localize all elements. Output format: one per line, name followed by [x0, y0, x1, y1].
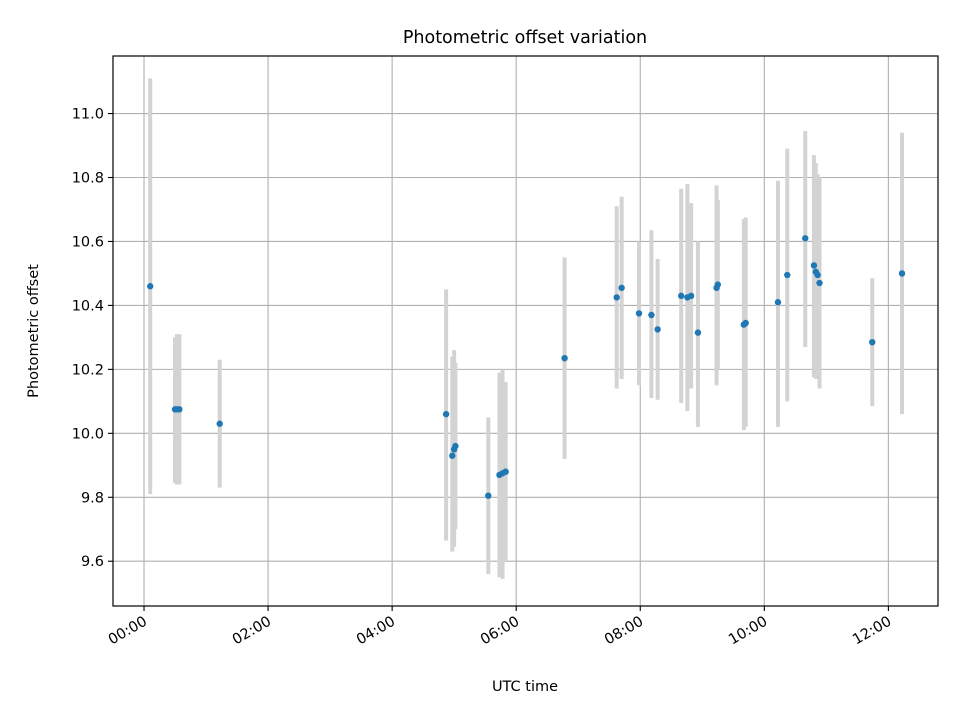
data-point — [802, 235, 809, 242]
data-point — [714, 281, 721, 288]
data-point — [635, 310, 643, 317]
data-point — [677, 292, 685, 300]
data-point — [774, 299, 782, 306]
y-tick-label: 10.0 — [72, 426, 104, 442]
data-point — [176, 406, 183, 413]
data-point — [147, 283, 154, 290]
data-point — [654, 326, 661, 333]
y-tick-label: 11.0 — [72, 107, 104, 123]
y-axis: 9.6 9.8 10.0 10.2 10.4 10.6 10.8 11.0 — [72, 107, 113, 570]
data-point — [613, 294, 620, 301]
y-tick-label: 9.8 — [81, 490, 104, 506]
data-point — [742, 319, 749, 327]
data-point — [648, 311, 655, 319]
data-point — [869, 338, 876, 346]
data-point — [810, 262, 818, 269]
data-point — [814, 271, 821, 279]
plot-frame — [112, 55, 939, 607]
data-point — [618, 284, 625, 292]
data-point — [442, 410, 450, 418]
y-tick-label: 9.6 — [81, 554, 104, 570]
y-tick-label: 10.6 — [72, 234, 104, 250]
y-axis-label: Photometric offset — [26, 264, 42, 398]
y-tick-label: 10.2 — [72, 362, 104, 378]
data-point — [449, 452, 456, 459]
grid — [113, 56, 938, 606]
data-point — [898, 270, 906, 277]
x-axis-label: UTC time — [492, 679, 558, 695]
data-point — [694, 329, 702, 336]
data-point — [452, 442, 459, 450]
data-points — [147, 235, 906, 499]
data-point — [485, 492, 492, 499]
data-point — [687, 292, 695, 300]
data-point — [502, 468, 509, 475]
chart-title: Photometric offset variation — [403, 28, 647, 48]
data-point — [816, 279, 823, 287]
y-tick-label: 10.8 — [72, 171, 104, 187]
data-point — [784, 271, 791, 279]
y-tick-label: 10.4 — [72, 298, 104, 314]
data-point — [216, 420, 223, 427]
data-point — [561, 354, 568, 362]
